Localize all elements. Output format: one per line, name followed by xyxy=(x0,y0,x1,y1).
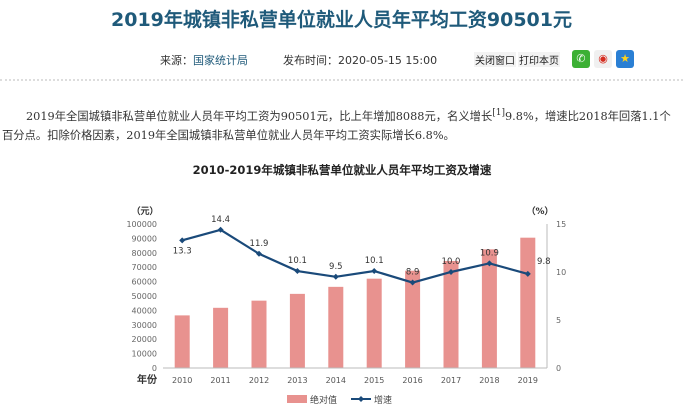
growth-point-2014 xyxy=(332,273,339,280)
left-tick-label: 20000 xyxy=(132,335,157,344)
x-tick-label: 2011 xyxy=(210,376,230,385)
growth-label-2016: 8.9 xyxy=(406,268,420,278)
bar-2010 xyxy=(174,315,190,368)
left-tick-label: 90000 xyxy=(132,234,157,243)
publish-time: 发布时间：2020-05-15 15:00 xyxy=(283,52,437,68)
page-title: 2019年城镇非私营单位就业人员年平均工资90501元 xyxy=(111,9,572,31)
publish-label: 发布时间： xyxy=(283,54,338,67)
chart-title: 2010-2019年城镇非私营单位就业人员年平均工资及增速 xyxy=(193,163,492,177)
qzone-icon[interactable]: ★ xyxy=(616,50,634,68)
growth-point-2013 xyxy=(294,268,301,275)
source-link[interactable]: 国家统计局 xyxy=(193,54,248,67)
growth-label-2010: 13.3 xyxy=(173,246,192,256)
growth-label-2017: 10.0 xyxy=(442,257,461,267)
growth-label-2013: 10.1 xyxy=(288,256,307,266)
legend-bar-label: 绝对值 xyxy=(310,394,337,406)
left-axis-unit: （元） xyxy=(131,206,158,217)
left-tick-label: 50000 xyxy=(132,292,157,301)
growth-label-2012: 11.9 xyxy=(250,239,269,249)
growth-label-2014: 9.5 xyxy=(329,262,343,272)
divider xyxy=(0,79,683,81)
left-tick-label: 0 xyxy=(152,364,157,373)
growth-label-2018: 10.9 xyxy=(480,248,499,258)
bar-2012 xyxy=(251,300,267,368)
bar-2013 xyxy=(289,293,305,368)
right-tick-label: 5 xyxy=(556,316,561,325)
x-tick-label: 2017 xyxy=(441,376,461,385)
growth-label-2019: 9.8 xyxy=(537,257,551,267)
growth-point-2010 xyxy=(179,237,186,244)
x-tick-label: 2018 xyxy=(479,376,499,385)
legend-bar-swatch xyxy=(287,395,307,403)
close-window-button[interactable]: 关闭窗口 xyxy=(474,52,516,67)
right-tick-label: 15 xyxy=(556,220,566,229)
right-tick-label: 10 xyxy=(556,268,566,277)
left-tick-label: 100000 xyxy=(126,220,157,229)
x-tick-label: 2012 xyxy=(249,376,269,385)
bar-2018 xyxy=(481,249,497,368)
left-tick-label: 30000 xyxy=(132,321,157,330)
x-axis-label: 年份 xyxy=(137,373,158,386)
bar-2017 xyxy=(443,260,459,368)
publish-value: 2020-05-15 15:00 xyxy=(338,54,438,67)
x-tick-label: 2014 xyxy=(326,376,346,385)
growth-line xyxy=(181,228,529,284)
bar-2014 xyxy=(328,286,344,368)
article-paragraph: 2019年全国城镇非私营单位就业人员年平均工资为90501元，比上年增加8088… xyxy=(2,104,682,145)
wechat-icon[interactable]: ✆ xyxy=(572,50,590,68)
legend-line-marker xyxy=(358,396,364,402)
growth-point-2016 xyxy=(409,279,416,286)
x-tick-label: 2016 xyxy=(402,376,422,385)
right-tick-label: 0 xyxy=(556,364,561,373)
bar-2011 xyxy=(213,307,229,368)
article-text-continued: 9.8%，增速比2018年回落1.1个百分点。扣除价格因素，2019年全国城镇非… xyxy=(2,109,671,142)
growth-label-2015: 10.1 xyxy=(365,256,384,266)
growth-point-2018 xyxy=(486,260,493,267)
source-label: 来源： xyxy=(160,54,193,67)
growth-point-2011 xyxy=(217,226,224,233)
x-tick-label: 2019 xyxy=(518,376,538,385)
growth-point-2012 xyxy=(256,250,262,257)
x-tick-label: 2010 xyxy=(172,376,192,385)
weibo-icon[interactable]: ◉ xyxy=(594,50,612,68)
left-tick-label: 10000 xyxy=(132,350,157,359)
growth-point-2015 xyxy=(371,268,378,275)
bar-2019 xyxy=(520,237,536,368)
x-tick-label: 2013 xyxy=(287,376,307,385)
x-tick-label: 2015 xyxy=(364,376,384,385)
footnote-link[interactable]: [1] xyxy=(492,108,505,118)
growth-point-2019 xyxy=(524,270,531,277)
article-text: 2019年全国城镇非私营单位就业人员年平均工资为90501元，比上年增加8088… xyxy=(26,109,493,123)
print-page-button[interactable]: 打印本页 xyxy=(518,52,560,67)
source: 来源：国家统计局 xyxy=(160,52,248,68)
growth-point-2017 xyxy=(448,269,454,275)
right-axis-unit: （%） xyxy=(526,206,553,217)
growth-label-2011: 14.4 xyxy=(211,215,230,225)
legend-line-label: 增速 xyxy=(374,394,392,406)
bar-2016 xyxy=(405,270,421,368)
left-tick-label: 80000 xyxy=(132,249,157,258)
left-tick-label: 60000 xyxy=(132,278,157,287)
bar-2015 xyxy=(366,278,382,368)
left-tick-label: 70000 xyxy=(132,263,157,272)
left-tick-label: 40000 xyxy=(132,306,157,315)
